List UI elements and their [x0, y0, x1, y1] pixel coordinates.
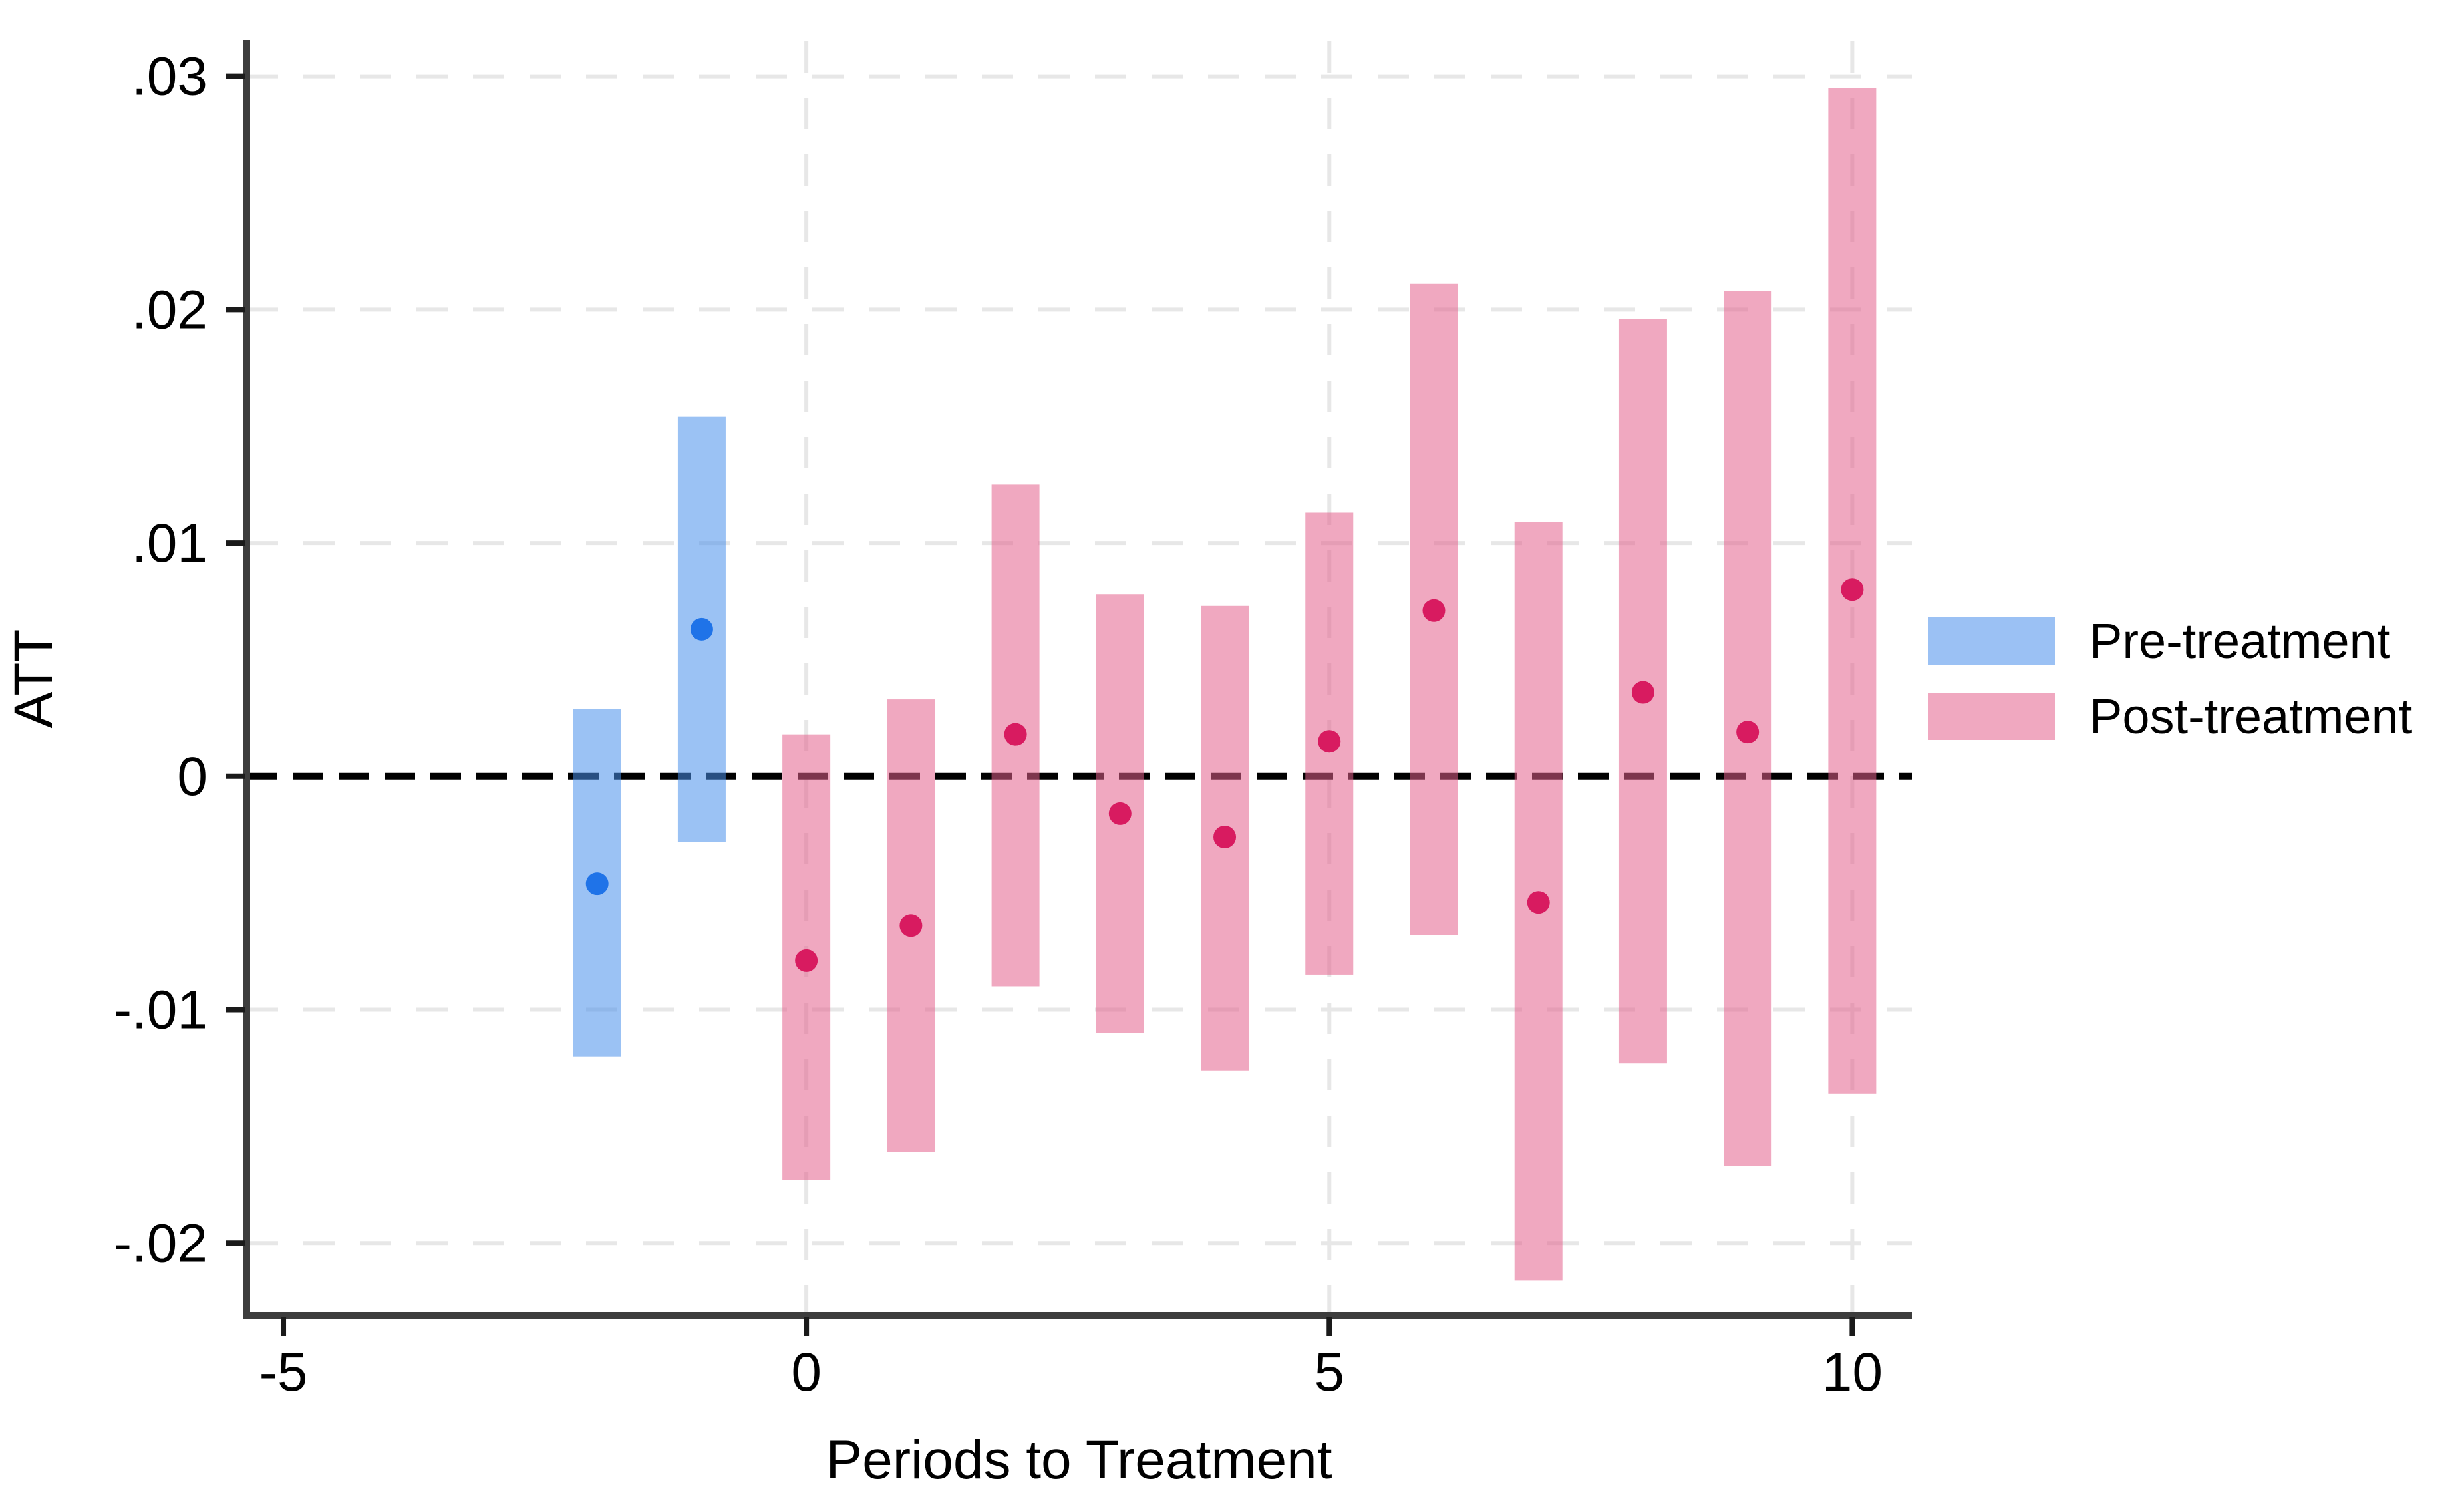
y-tick-label: .01 — [132, 513, 208, 574]
point-estimate-dot-post — [1213, 825, 1237, 848]
x-tick-label: 5 — [1314, 1342, 1344, 1403]
y-axis-title: ATT — [3, 629, 64, 729]
point-estimate-dot-post — [1318, 730, 1341, 753]
legend-item-post-treatment: Post-treatment — [1928, 689, 2413, 744]
y-tick-label: -.01 — [114, 980, 208, 1041]
tick-label-layer: -.02 -.01 0 .01 .02 .03 -5 0 5 10 — [114, 47, 1883, 1403]
axis-layer — [226, 40, 1912, 1336]
point-estimate-dot-post — [1736, 721, 1760, 744]
y-tick-label: .03 — [132, 47, 208, 107]
x-tick-label: 10 — [1822, 1342, 1883, 1403]
point-estimate-dot-post — [795, 949, 818, 972]
legend-label-pre-treatment: Pre-treatment — [2089, 613, 2391, 669]
y-tick-label: -.02 — [114, 1213, 208, 1273]
x-tick-label: 0 — [791, 1342, 822, 1403]
legend-item-pre-treatment: Pre-treatment — [1928, 613, 2412, 669]
post-treatment-swatch-icon — [1928, 693, 2055, 740]
point-estimate-dot-post — [1841, 578, 1864, 601]
point-estimate-dot-post — [1108, 802, 1132, 825]
point-estimate-dot-post — [899, 914, 923, 937]
point-estimate-dot-pre — [585, 872, 609, 896]
pre-treatment-swatch-icon — [1928, 617, 2055, 665]
legend: Pre-treatment Post-treatment — [1928, 613, 2413, 744]
point-estimate-dot-pre — [690, 617, 713, 641]
y-tick-label: .02 — [132, 279, 208, 340]
point-estimate-dot-post — [1527, 891, 1550, 914]
point-estimate-layer — [585, 578, 1864, 972]
point-estimate-dot-post — [1004, 723, 1027, 746]
x-tick-label: -5 — [259, 1342, 308, 1403]
point-estimate-dot-post — [1422, 599, 1446, 622]
legend-label-post-treatment: Post-treatment — [2089, 689, 2413, 744]
point-estimate-dot-post — [1631, 681, 1654, 704]
ci-bar-layer — [573, 88, 1877, 1281]
x-axis-title: Periods to Treatment — [826, 1430, 1332, 1490]
y-tick-label: 0 — [177, 747, 208, 807]
